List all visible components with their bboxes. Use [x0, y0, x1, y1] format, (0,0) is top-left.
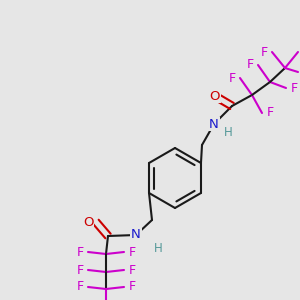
Text: N: N	[209, 118, 219, 130]
Text: F: F	[76, 245, 84, 259]
Text: F: F	[128, 245, 136, 259]
Text: F: F	[128, 280, 136, 293]
Text: F: F	[76, 280, 84, 293]
Text: O: O	[210, 89, 220, 103]
Text: H: H	[224, 127, 232, 140]
Text: F: F	[228, 71, 236, 85]
Text: N: N	[131, 229, 141, 242]
Text: F: F	[246, 58, 254, 71]
Text: F: F	[260, 46, 268, 59]
Text: F: F	[76, 263, 84, 277]
Text: F: F	[290, 82, 298, 94]
Text: F: F	[266, 106, 274, 119]
Text: H: H	[154, 242, 162, 254]
Text: O: O	[83, 215, 93, 229]
Text: F: F	[128, 263, 136, 277]
